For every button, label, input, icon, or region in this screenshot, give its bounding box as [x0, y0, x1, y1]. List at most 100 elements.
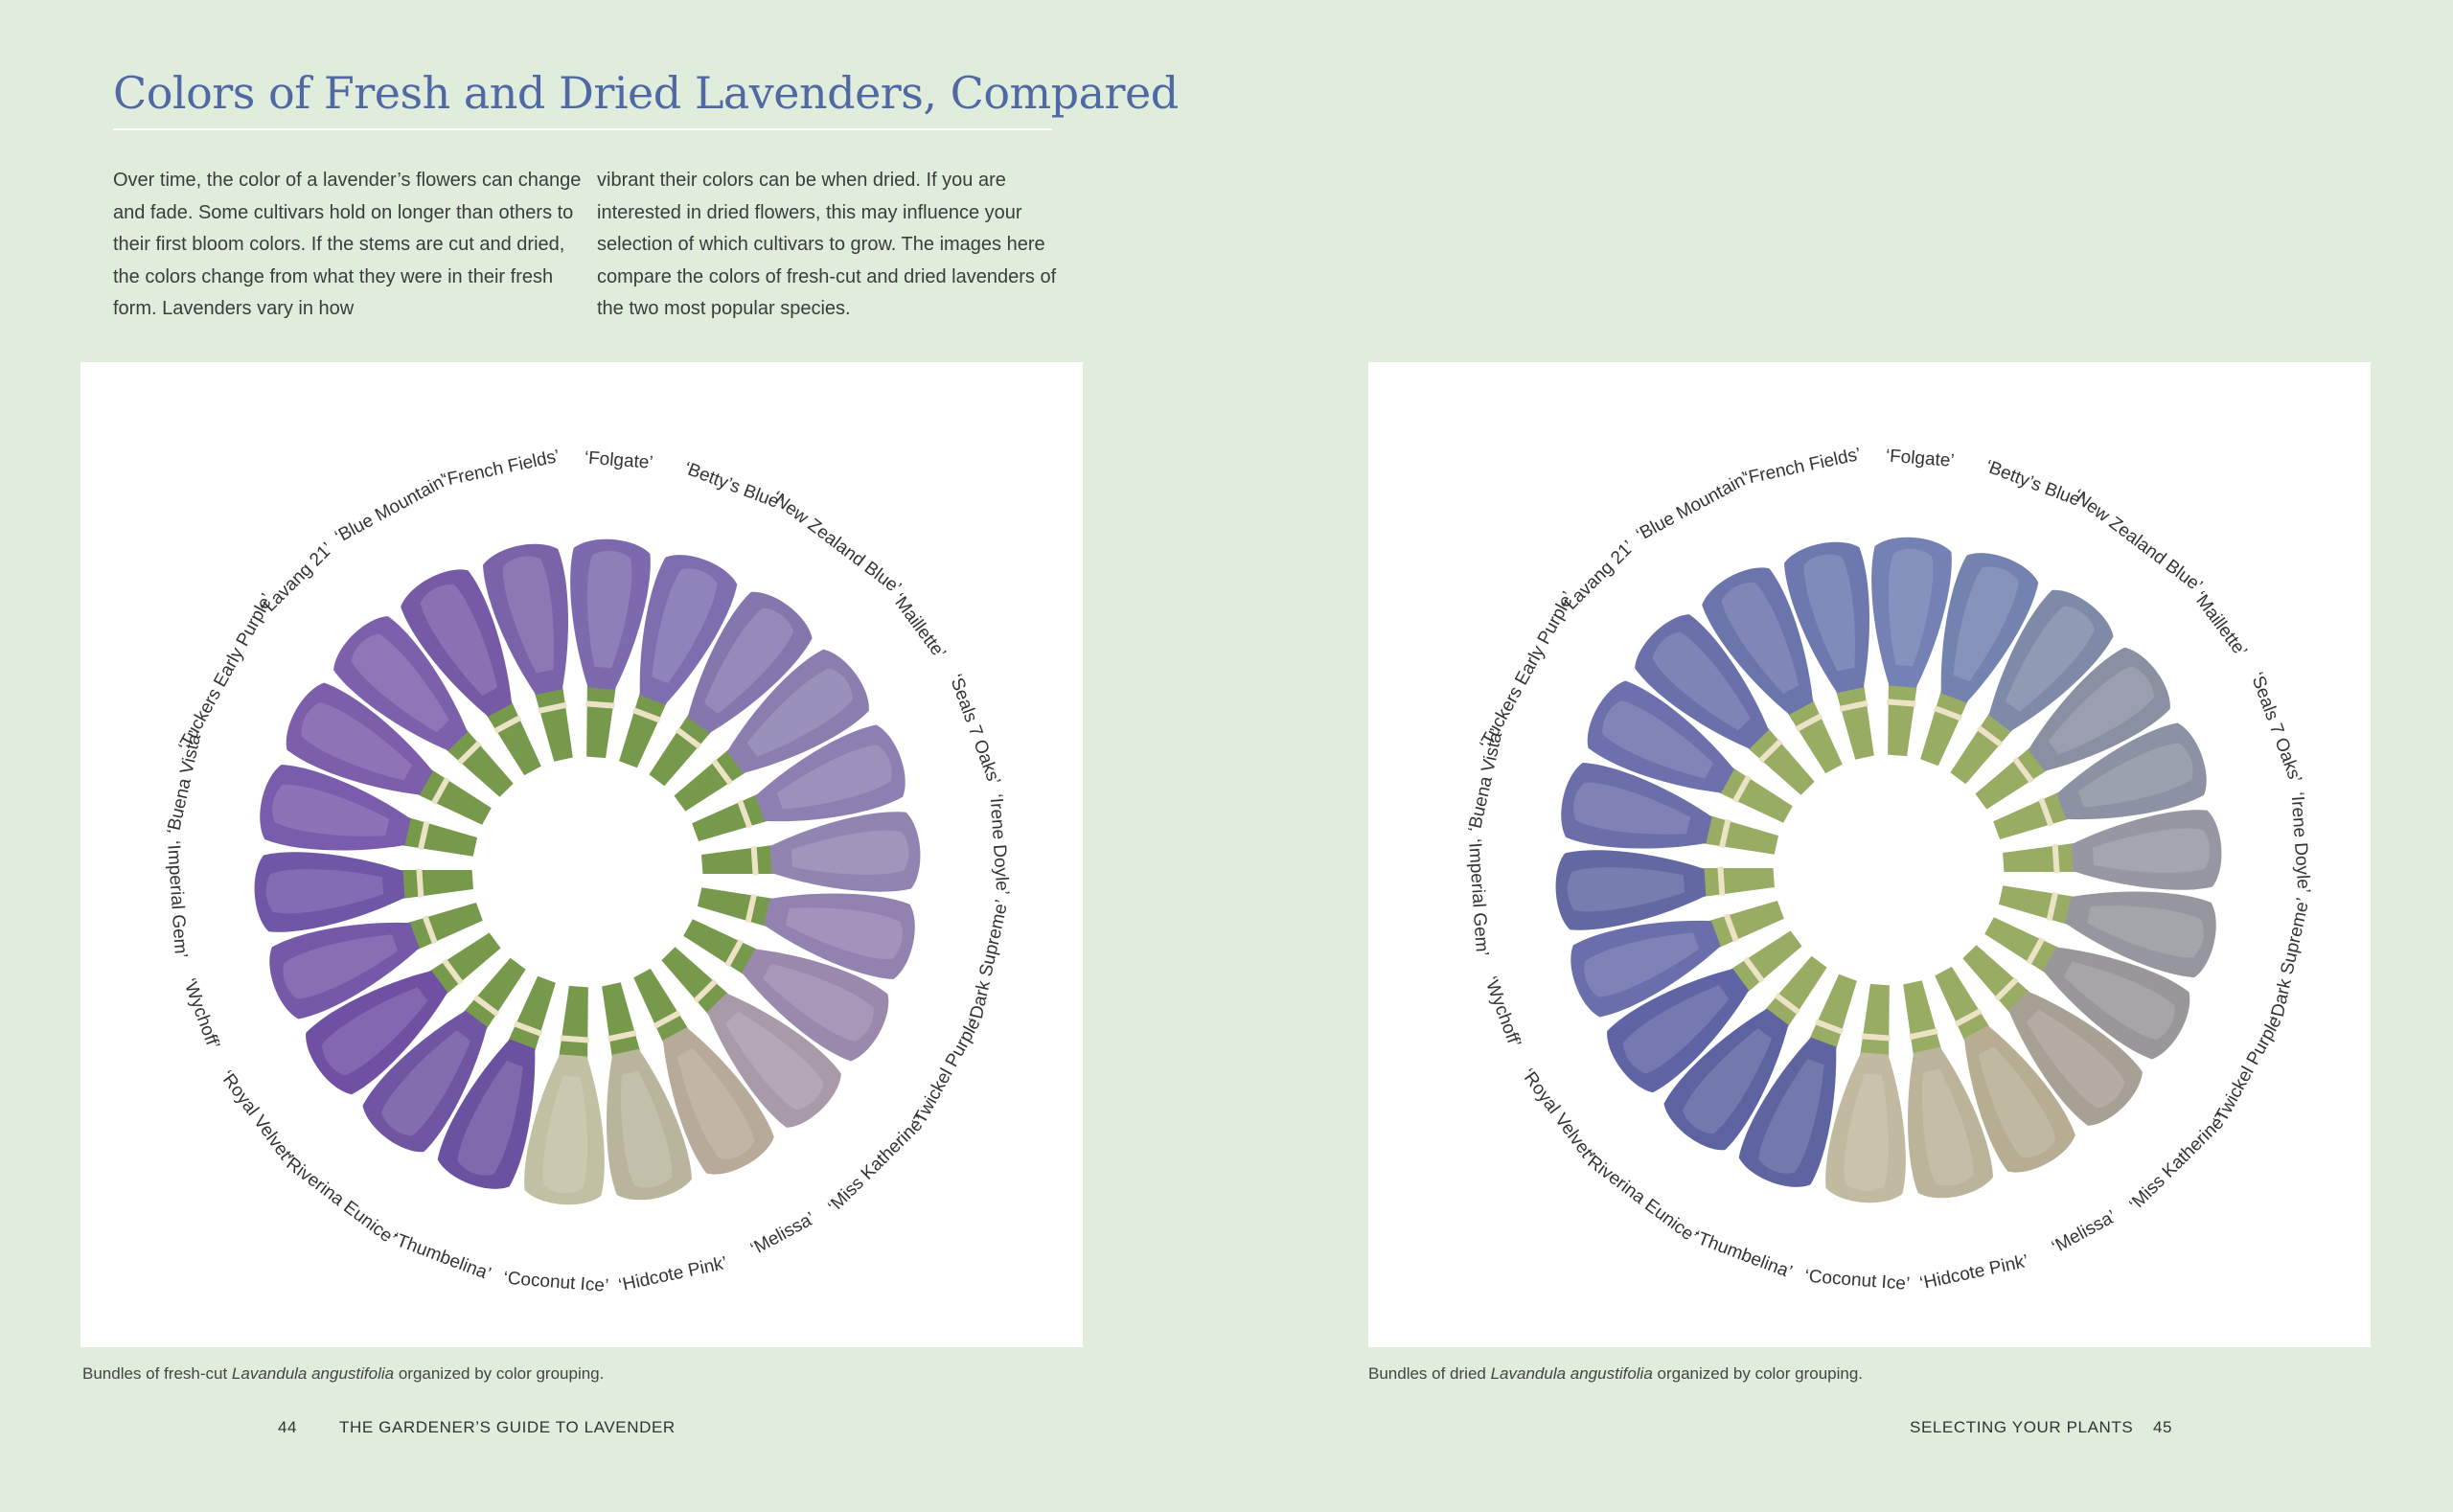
lavender-bundle — [1607, 930, 1802, 1093]
fresh-lavender-photo: ‘French Fields’ ‘Folgate’ ‘Betty’s Blue’ ‘N… — [80, 362, 1083, 1347]
lavender-bundle — [692, 724, 906, 841]
dried-photo-caption: Bundles of dried Lavandula angustifolia … — [1368, 1364, 1863, 1384]
fresh-photo-caption: Bundles of fresh-cut Lavandula angustifo… — [82, 1364, 604, 1384]
lavender-bundle — [1962, 945, 2143, 1126]
lavender-bundle — [1561, 762, 1779, 855]
cultivar-label: ‘Seals 7 Oaks’ — [945, 672, 1004, 788]
cultivar-label: ‘Hidcote Pink’ — [617, 1253, 729, 1295]
cultivar-label: ‘Folgate’ — [1885, 446, 1955, 470]
lavender-bundle — [260, 764, 478, 857]
cultivar-label: ‘Melissa’ — [747, 1208, 818, 1259]
title-rule — [113, 128, 1052, 130]
wreath-center — [474, 759, 700, 985]
fresh-caption-lead: Bundles of fresh-cut — [82, 1364, 232, 1383]
lavender-bundle — [701, 812, 921, 892]
cultivar-label: ‘Irene Doyle’ — [986, 793, 1013, 896]
cultivar-label: ‘Coconut Ice’ — [1804, 1267, 1911, 1294]
lavender-bundle — [306, 932, 501, 1095]
lavender-bundle — [2003, 810, 2222, 890]
lavender-bundle — [1635, 614, 1815, 795]
lavender-bundle — [619, 555, 738, 768]
lavender-bundle — [254, 852, 473, 932]
lavender-bundle — [674, 649, 869, 812]
cultivar-label: ‘Royal Velvet’ — [1518, 1065, 1599, 1165]
cultivar-label: ‘New Zealand Blue’ — [2069, 486, 2206, 596]
cultivar-label: ‘Miss Katherine’ — [2125, 1111, 2231, 1215]
wreath-center — [1776, 757, 2002, 983]
cultivar-label: ‘French Fields’ — [442, 447, 562, 491]
fresh-caption-species: Lavandula angustifolia — [231, 1364, 395, 1383]
lavender-bundle — [333, 616, 514, 797]
lavender-bundle — [1920, 553, 2039, 767]
lavender-bundle — [1984, 917, 2190, 1060]
lavender-bundle — [649, 591, 813, 787]
cultivar-label: ‘Maillette’ — [2189, 588, 2251, 661]
folio-left-running-head: THE GARDENER’S GUIDE TO LAVENDER — [339, 1418, 676, 1436]
bundle-ring — [254, 538, 921, 1205]
cultivar-label: ‘Dark Supreme’ — [2267, 896, 2314, 1022]
folio-left-page-number: 44 — [278, 1418, 298, 1436]
cultivar-label: ‘Seals 7 Oaks’ — [2246, 670, 2305, 786]
cultivar-label: ‘Royal Velvet’ — [217, 1067, 298, 1167]
dried-lavender-photo: ‘French Fields’ ‘Folgate’ ‘Betty’s Blue’ ‘N… — [1368, 362, 2371, 1347]
lavender-bundle — [1903, 980, 1993, 1199]
lavender-bundle — [602, 982, 692, 1201]
lavender-bundle — [1570, 901, 1784, 1018]
cultivar-label: ‘Coconut Ice’ — [503, 1269, 609, 1296]
intro-column-2: vibrant their colors can be when dried. … — [597, 170, 1057, 319]
cultivar-label: ‘Tuckers Early Purple’ — [1477, 588, 1579, 752]
lavender-bundle — [1587, 680, 1793, 823]
cultivar-label: ‘Hidcote Pink’ — [1918, 1251, 2030, 1294]
cultivar-label: ‘Thumbelina’ — [390, 1229, 493, 1285]
cultivar-label: ‘Lavang 21’ — [1558, 538, 1639, 617]
lavender-bundle — [362, 957, 526, 1153]
lavender-bundle — [1738, 974, 1857, 1187]
cultivar-label: ‘Miss Katherine’ — [824, 1112, 929, 1217]
lavender-bundle — [570, 538, 651, 759]
lavender-bundle — [524, 985, 605, 1205]
lavender-bundle — [1998, 885, 2216, 978]
cultivar-label: ‘Lavang 21’ — [257, 539, 337, 619]
folio-right-page-number: 45 — [2153, 1418, 2173, 1436]
lavender-bundle — [1975, 647, 2170, 810]
cultivar-label: ‘Blue Mountain’ — [1633, 469, 1752, 545]
bundle-ring — [1555, 537, 2222, 1203]
fresh-caption-tail: organized by color grouping. — [394, 1364, 605, 1383]
cultivar-label: ‘Imperial Gem’ — [1464, 838, 1492, 957]
cultivar-label: ‘Tuckers Early Purple’ — [175, 590, 278, 754]
cultivar-label: ‘Melissa’ — [2049, 1206, 2120, 1257]
lavender-bundle — [1784, 541, 1874, 760]
lavender-bundle — [401, 569, 541, 776]
lavender-bundle — [1935, 966, 2075, 1173]
dried-caption-lead: Bundles of dried — [1368, 1364, 1491, 1383]
lavender-bundle — [1663, 955, 1827, 1151]
page-title: Colors of Fresh and Dried Lavenders, Com… — [113, 67, 1179, 119]
lavender-bundle — [269, 903, 483, 1019]
cultivar-label: ‘Thumbelina’ — [1691, 1227, 1795, 1283]
lavender-bundle — [1871, 537, 1952, 757]
cultivar-label: ‘New Zealand Blue’ — [768, 488, 905, 598]
cultivar-label: ‘Dark Supreme’ — [966, 898, 1013, 1024]
lavender-bundle — [1555, 850, 1775, 930]
cultivar-label: ‘French Fields’ — [1743, 445, 1863, 489]
lavender-bundle — [483, 543, 573, 762]
dried-lavender-wreath: ‘French Fields’ ‘Folgate’ ‘Betty’s Blue’‘N… — [1464, 445, 2314, 1294]
cultivar-label: ‘Wychoff’ — [179, 976, 223, 1052]
lavender-bundle — [683, 919, 889, 1062]
lavender-bundle — [286, 682, 492, 825]
cultivar-label: ‘Wychoff’ — [1480, 974, 1525, 1050]
intro-column-1: Over time, the color of a lavender’s flo… — [113, 170, 582, 319]
lavender-bundle — [633, 968, 774, 1175]
fresh-lavender-wreath: ‘French Fields’ ‘Folgate’ ‘Betty’s Blue’‘N… — [163, 447, 1013, 1296]
lavender-bundle — [1993, 722, 2207, 839]
lavender-bundle — [1950, 589, 2114, 785]
cultivar-label: ‘Twickel Purple’ — [908, 1011, 987, 1131]
cultivar-label: ‘Blue Mountain’ — [332, 470, 450, 547]
cultivar-label: ‘Riverina Eunice’ — [279, 1152, 400, 1249]
cultivar-label: ‘Folgate’ — [584, 447, 653, 472]
cultivar-label: ‘Betty’s Blue’ — [681, 458, 786, 514]
cultivar-label: ‘Twickel Purple’ — [2210, 1009, 2288, 1129]
folio-right-running-head: SELECTING YOUR PLANTS — [1910, 1418, 2134, 1436]
lavender-bundle — [661, 947, 841, 1128]
cultivar-label: ‘Betty’s Blue’ — [1983, 456, 2087, 512]
